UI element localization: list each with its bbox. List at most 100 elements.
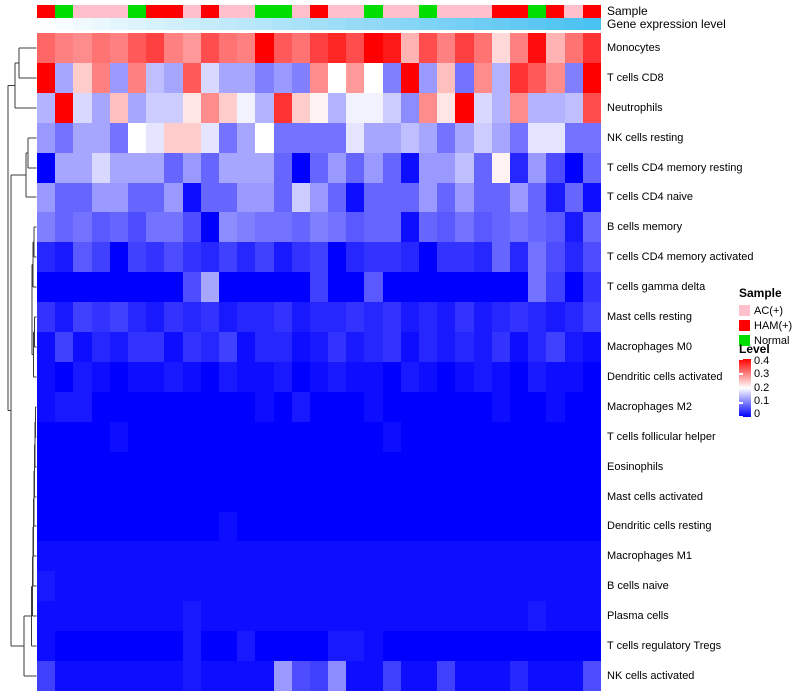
heatmap-cell	[309, 451, 329, 482]
heatmap-cell	[109, 571, 128, 602]
heatmap-cell	[91, 212, 110, 243]
heatmap-cell	[328, 541, 347, 572]
heatmap-cell	[291, 421, 310, 452]
heatmap-cell	[491, 272, 511, 303]
heatmap-cell	[564, 391, 583, 422]
row-label: T cells gamma delta	[607, 281, 706, 294]
heatmap-cell	[364, 451, 383, 482]
heatmap-cell	[328, 122, 347, 153]
heatmap-cell	[273, 33, 292, 63]
heatmap-cell	[164, 361, 183, 392]
heatmap-cell	[255, 272, 274, 303]
gene-expression-cell	[400, 18, 419, 30]
heatmap-cell	[91, 541, 110, 572]
gene-expression-cell	[364, 18, 383, 30]
sample-annotation-cell	[146, 5, 165, 18]
row-label: T cells follicular helper	[607, 430, 716, 443]
heatmap-cell	[510, 182, 529, 213]
heatmap-cell	[291, 661, 310, 691]
heatmap-cell	[73, 272, 92, 303]
heatmap-cell	[200, 571, 219, 602]
heatmap-cell	[255, 152, 274, 183]
heatmap-cell	[255, 631, 274, 662]
heatmap-cell	[109, 601, 128, 632]
level-tick-mark	[739, 372, 743, 375]
heatmap-cell	[237, 92, 256, 123]
heatmap-cell	[473, 391, 492, 422]
heatmap-cell	[309, 33, 329, 63]
heatmap-cell	[564, 541, 583, 572]
heatmap-cell	[37, 481, 56, 512]
heatmap-cell	[127, 481, 147, 512]
heatmap-cell	[109, 511, 128, 542]
heatmap-cell	[564, 332, 583, 362]
heatmap-cell	[273, 242, 292, 273]
heatmap-cell	[237, 511, 256, 542]
heatmap-cell	[546, 272, 565, 303]
heatmap-cell	[255, 571, 274, 602]
heatmap-cell	[37, 601, 56, 632]
heatmap-cell	[309, 511, 329, 542]
gene-expression-cell	[182, 18, 201, 30]
heatmap-cell	[91, 62, 110, 93]
gene-expression-cell	[291, 18, 310, 30]
heatmap-cell	[164, 212, 183, 243]
heatmap-cell	[218, 302, 238, 333]
heatmap-cell	[109, 212, 128, 243]
heatmap-cell	[582, 601, 601, 632]
heatmap-cell	[437, 242, 456, 273]
heatmap-cell	[328, 361, 347, 392]
heatmap-cell	[55, 601, 74, 632]
heatmap-cell	[127, 571, 147, 602]
heatmap-cell	[364, 391, 383, 422]
heatmap-cell	[218, 421, 238, 452]
heatmap-cell	[419, 421, 438, 452]
gene-expression-cell	[491, 18, 510, 30]
heatmap-cell	[455, 601, 474, 632]
heatmap-cell	[91, 601, 110, 632]
heatmap-cell	[55, 421, 74, 452]
heatmap-cell	[328, 152, 347, 183]
heatmap-cell	[200, 541, 219, 572]
heatmap-cell	[127, 661, 147, 691]
heatmap-cell	[146, 332, 165, 362]
heatmap-cell	[473, 152, 492, 183]
heatmap-cell	[55, 332, 74, 362]
heatmap-cell	[364, 332, 383, 362]
heatmap-cell	[400, 92, 420, 123]
heatmap-cell	[200, 661, 219, 691]
sample-annotation-label: Sample	[607, 4, 648, 18]
heatmap-cell	[455, 302, 474, 333]
heatmap-cell	[127, 361, 147, 392]
heatmap-cell	[419, 361, 438, 392]
heatmap-cell	[510, 33, 529, 63]
heatmap-cell	[37, 421, 56, 452]
heatmap-cell	[491, 332, 511, 362]
heatmap-cell	[419, 511, 438, 542]
heatmap-cell	[127, 62, 147, 93]
heatmap-cell	[37, 571, 56, 602]
heatmap-cell	[364, 152, 383, 183]
heatmap-cell	[564, 62, 583, 93]
heatmap-cell	[437, 182, 456, 213]
heatmap-cell	[309, 242, 329, 273]
sample-annotation-cell	[473, 5, 492, 18]
heatmap-cell	[455, 212, 474, 243]
heatmap-cell	[582, 332, 601, 362]
heatmap-cell	[91, 571, 110, 602]
heatmap-cell	[346, 182, 365, 213]
heatmap-cell	[419, 92, 438, 123]
heatmap-cell	[273, 152, 292, 183]
heatmap-cell	[309, 122, 329, 153]
heatmap-cell	[510, 421, 529, 452]
heatmap-cell	[218, 212, 238, 243]
heatmap-cell	[400, 242, 420, 273]
heatmap-cell	[37, 541, 56, 572]
heatmap-cell	[419, 391, 438, 422]
heatmap-cell	[255, 391, 274, 422]
level-tick-label: 0	[754, 408, 761, 420]
heatmap-cell	[364, 361, 383, 392]
heatmap-cell	[510, 212, 529, 243]
heatmap-grid	[37, 33, 601, 691]
heatmap-cell	[473, 272, 492, 303]
